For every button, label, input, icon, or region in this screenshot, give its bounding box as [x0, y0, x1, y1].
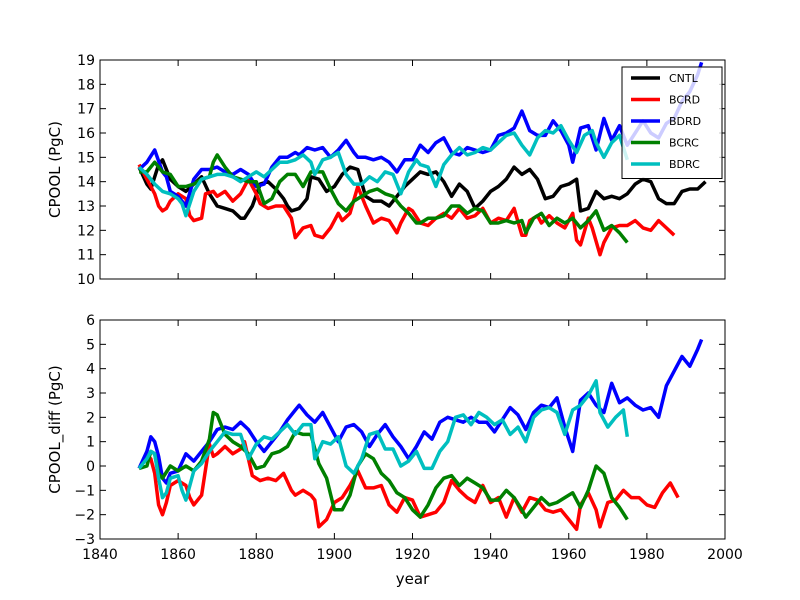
- y-tick-label: −2: [74, 508, 95, 524]
- series-line-cntl: [137, 158, 707, 220]
- y-tick-label: 4: [86, 362, 95, 378]
- legend: CNTL BCRD BDRD BCRC BDRC: [621, 66, 723, 179]
- series-line-bdrc: [137, 379, 630, 502]
- y-tick-label: −1: [74, 483, 95, 499]
- series-line-bcrc: [138, 410, 629, 521]
- x-tick-label: 1960: [551, 547, 587, 563]
- x-tick-label: 1940: [473, 547, 509, 563]
- series-line-bdrc: [137, 123, 629, 218]
- x-tick-label: 2000: [707, 547, 743, 563]
- y-tick-label: 16: [77, 126, 95, 142]
- y-tick-label: 14: [77, 175, 95, 191]
- y-tick-label: 15: [77, 150, 95, 166]
- y-tick-label: 12: [77, 223, 95, 239]
- top-panel-cpool: 10 11 12 13 14 15 16 17 18 19 CPOOL (PgC) CNTL BCRD B…: [46, 53, 726, 288]
- y-axis-label: CPOOL (PgC): [46, 121, 64, 218]
- y-tick-label: 18: [77, 77, 95, 93]
- legend-label-bdrc: BDRC: [669, 158, 700, 171]
- x-tick-label: 1980: [629, 547, 665, 563]
- legend-label-bcrd: BCRD: [669, 94, 700, 107]
- x-tick-label: 1860: [160, 547, 196, 563]
- series-line-bdrd: [137, 61, 704, 208]
- y-tick-label: 19: [77, 53, 95, 69]
- x-axis-label: year: [396, 570, 430, 588]
- y-tick-label: 0: [86, 459, 95, 475]
- y-tick-label: 17: [77, 102, 95, 118]
- series-line-bcrc: [139, 153, 629, 244]
- legend-label-bdrd: BDRD: [669, 115, 701, 128]
- x-tick-label: 1880: [238, 547, 274, 563]
- x-tick-label: 1920: [395, 547, 431, 563]
- y-axis-label: CPOOL_diff (PgC): [46, 365, 65, 494]
- y-tick-label: 2: [86, 410, 95, 426]
- series-line-bcrd: [137, 439, 680, 532]
- y-tick-label: 3: [86, 386, 95, 402]
- legend-label-cntl: CNTL: [669, 72, 699, 85]
- y-tick-label: 1: [86, 435, 95, 451]
- y-tick-label: 11: [77, 248, 95, 264]
- y-tick-label: 6: [86, 313, 95, 329]
- bottom-panel-cpool-diff: 1840 1860 1880 1900 1920 1940 1960 1980 2000 −3 −2…: [46, 313, 743, 588]
- x-tick-label: 1900: [317, 547, 353, 563]
- x-tick-label: 1840: [82, 547, 118, 563]
- series-line-bcrd: [137, 163, 676, 257]
- y-tick-label: 5: [86, 337, 95, 353]
- legend-label-bcrc: BCRC: [669, 137, 699, 150]
- y-tick-label: −3: [74, 532, 95, 548]
- y-tick-label: 13: [77, 199, 95, 215]
- y-tick-label: 10: [77, 272, 95, 288]
